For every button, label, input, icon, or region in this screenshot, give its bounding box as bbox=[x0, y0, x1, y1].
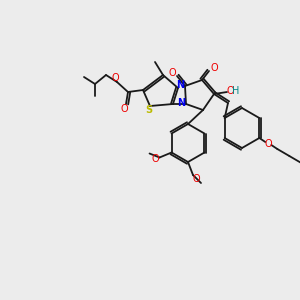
Text: O: O bbox=[152, 154, 159, 164]
Text: O: O bbox=[168, 68, 176, 78]
Text: N: N bbox=[177, 98, 185, 108]
Text: O: O bbox=[226, 86, 234, 96]
Text: O: O bbox=[192, 174, 200, 184]
Text: O: O bbox=[210, 63, 218, 73]
Text: O: O bbox=[120, 104, 128, 114]
Text: O: O bbox=[265, 139, 272, 149]
Text: S: S bbox=[146, 105, 153, 115]
Text: N: N bbox=[176, 80, 184, 90]
Text: O: O bbox=[111, 73, 119, 83]
Text: H: H bbox=[232, 86, 240, 96]
